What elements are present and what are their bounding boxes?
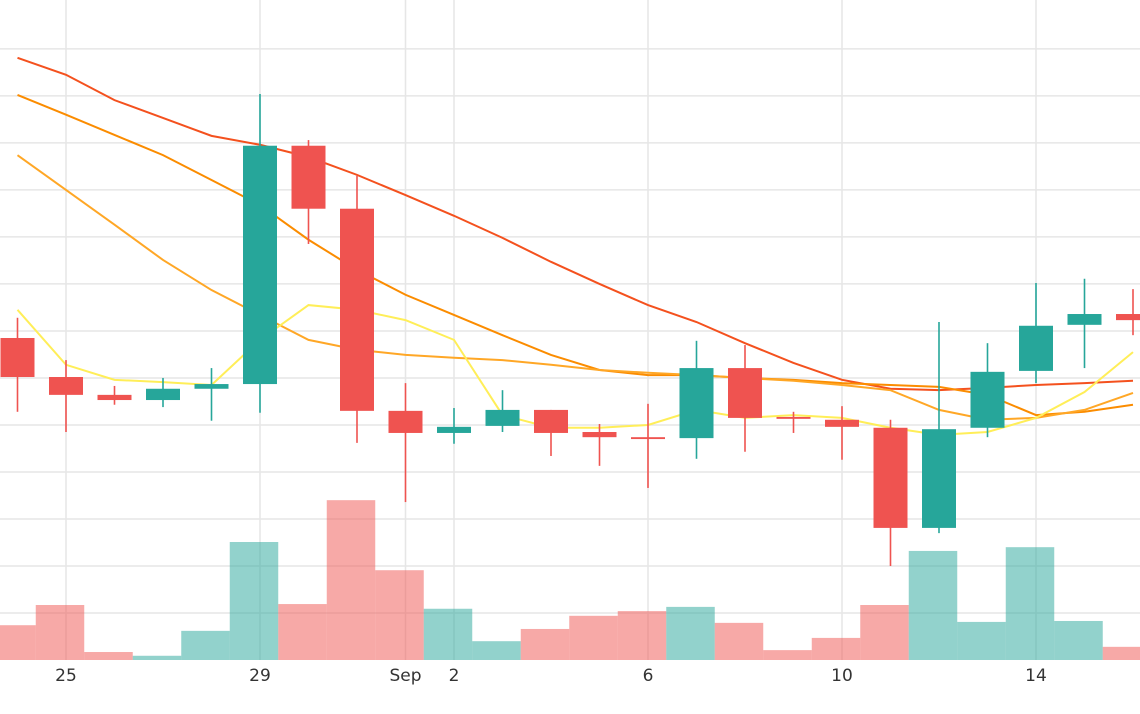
candle-body (97, 394, 132, 401)
volume-bar (569, 615, 618, 660)
candle-body (1067, 314, 1102, 325)
candle-body (534, 409, 568, 433)
candle-body (922, 429, 956, 528)
x-tick-label: 6 (643, 666, 654, 686)
volume-bar (375, 570, 424, 660)
moving-average-line (16, 154, 1134, 421)
x-tick-label: Sep (389, 666, 421, 686)
candle-body (0, 337, 35, 378)
candle-body (388, 410, 423, 433)
x-tick-label: 14 (1025, 666, 1047, 686)
candle-body (485, 409, 520, 426)
volume-bar (763, 650, 812, 660)
volume-bar (520, 628, 570, 660)
volume-bar (181, 630, 230, 660)
volume-bar (714, 622, 764, 660)
volume-bar (423, 608, 473, 660)
volume-bar (35, 605, 85, 660)
volume-bar (0, 625, 36, 660)
candle-body (873, 427, 908, 528)
candle-body (1116, 314, 1140, 321)
volume-bar (908, 550, 958, 660)
volume-bar (229, 542, 279, 660)
volume-bar (278, 604, 327, 660)
volume-bar (860, 605, 909, 660)
x-tick-label: 10 (831, 666, 853, 686)
volume-bar (472, 641, 521, 660)
x-tick-label: 25 (55, 666, 77, 686)
candle-body (340, 208, 374, 411)
volume-bar (1005, 547, 1055, 660)
candle-body (825, 419, 859, 427)
volume-bar (1102, 646, 1140, 660)
candle-body (970, 371, 1005, 428)
volume-bar (84, 652, 133, 660)
x-tick-label: 2 (449, 666, 460, 686)
candle-body (291, 145, 326, 209)
candle-body (582, 432, 617, 438)
candle-body (728, 368, 762, 418)
candle-body (776, 416, 811, 419)
volume-bar (957, 621, 1006, 660)
volume-bar (811, 637, 861, 660)
candle-body (194, 384, 229, 389)
candle-body (49, 377, 83, 395)
moving-average-line (17, 56, 1134, 392)
moving-average-line (17, 94, 1134, 417)
candle-body (146, 388, 180, 401)
volume-bar (1054, 620, 1103, 660)
candle-body (1019, 325, 1053, 371)
volume-bar (132, 655, 182, 660)
volume-bar (326, 500, 376, 660)
candle-body (631, 437, 665, 440)
volume-bar (617, 611, 667, 660)
candle-body (243, 145, 277, 385)
x-tick-label: 29 (249, 666, 271, 686)
candle-body (679, 368, 714, 439)
candle-body (437, 426, 471, 433)
volume-bar (666, 606, 715, 660)
